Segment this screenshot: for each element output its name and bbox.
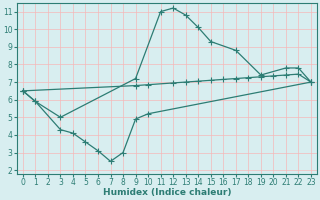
X-axis label: Humidex (Indice chaleur): Humidex (Indice chaleur) [103, 188, 231, 197]
